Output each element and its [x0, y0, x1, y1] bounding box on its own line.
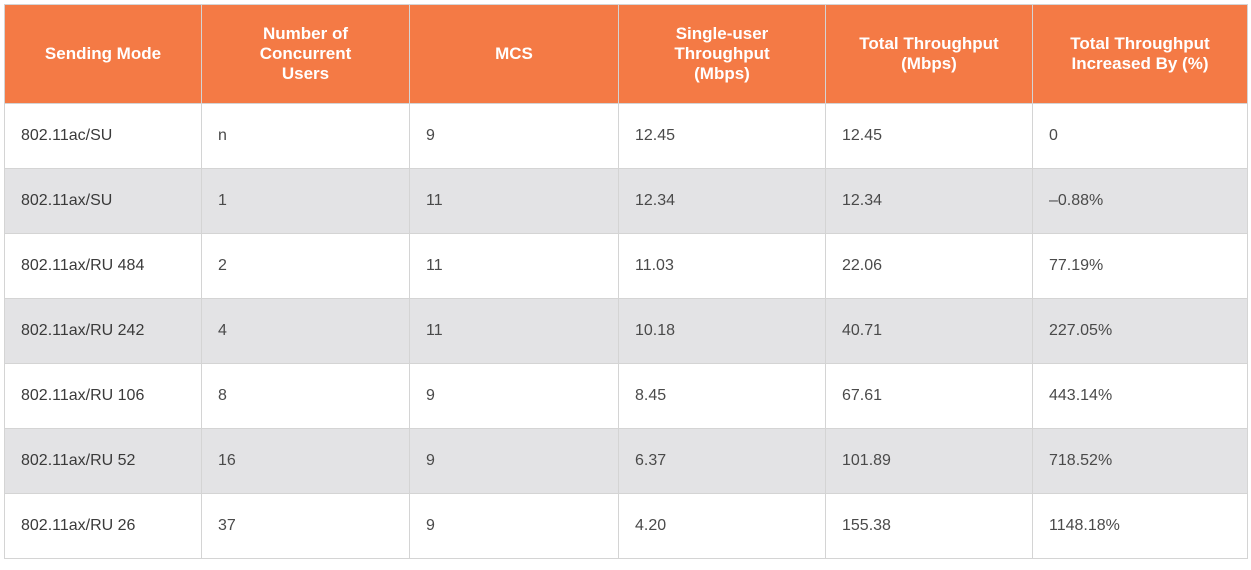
cell-single-user-throughput: 10.18 [618, 298, 826, 364]
cell-single-user-throughput: 6.37 [618, 428, 826, 494]
table-row: 802.11ax/RU 242 4 11 10.18 40.71 227.05% [4, 298, 1248, 364]
cell-concurrent-users: 4 [201, 298, 410, 364]
table-row: 802.11ac/SU n 9 12.45 12.45 0 [4, 103, 1248, 169]
table-header: Sending Mode Number of Concurrent Users … [4, 4, 1248, 104]
cell-total-throughput: 101.89 [825, 428, 1033, 494]
cell-single-user-throughput: 12.34 [618, 168, 826, 234]
cell-single-user-throughput: 4.20 [618, 493, 826, 559]
table-row: 802.11ax/RU 26 37 9 4.20 155.38 1148.18% [4, 493, 1248, 559]
cell-sending-mode: 802.11ax/RU 26 [4, 493, 202, 559]
cell-mcs: 9 [409, 363, 619, 429]
cell-concurrent-users: n [201, 103, 410, 169]
header-sending-mode: Sending Mode [4, 4, 202, 104]
header-single-user-throughput: Single-user Throughput (Mbps) [618, 4, 826, 104]
header-concurrent-users: Number of Concurrent Users [201, 4, 410, 104]
cell-concurrent-users: 16 [201, 428, 410, 494]
cell-concurrent-users: 8 [201, 363, 410, 429]
cell-sending-mode: 802.11ax/RU 106 [4, 363, 202, 429]
cell-single-user-throughput: 8.45 [618, 363, 826, 429]
header-mcs: MCS [409, 4, 619, 104]
header-total-throughput: Total Throughput (Mbps) [825, 4, 1033, 104]
cell-throughput-increase: 0 [1032, 103, 1248, 169]
table-row: 802.11ax/RU 484 2 11 11.03 22.06 77.19% [4, 233, 1248, 299]
cell-total-throughput: 40.71 [825, 298, 1033, 364]
cell-mcs: 11 [409, 168, 619, 234]
cell-sending-mode: 802.11ax/RU 484 [4, 233, 202, 299]
table-body: 802.11ac/SU n 9 12.45 12.45 0 802.11ax/S… [4, 103, 1248, 559]
header-throughput-increase: Total Throughput Increased By (%) [1032, 4, 1248, 104]
cell-throughput-increase: –0.88% [1032, 168, 1248, 234]
cell-single-user-throughput: 12.45 [618, 103, 826, 169]
cell-mcs: 9 [409, 493, 619, 559]
cell-single-user-throughput: 11.03 [618, 233, 826, 299]
header-row: Sending Mode Number of Concurrent Users … [4, 4, 1248, 104]
cell-throughput-increase: 77.19% [1032, 233, 1248, 299]
cell-mcs: 11 [409, 233, 619, 299]
throughput-table-container: Sending Mode Number of Concurrent Users … [4, 4, 1248, 559]
cell-throughput-increase: 718.52% [1032, 428, 1248, 494]
cell-sending-mode: 802.11ax/RU 52 [4, 428, 202, 494]
cell-total-throughput: 67.61 [825, 363, 1033, 429]
cell-throughput-increase: 227.05% [1032, 298, 1248, 364]
cell-throughput-increase: 443.14% [1032, 363, 1248, 429]
cell-total-throughput: 22.06 [825, 233, 1033, 299]
table-row: 802.11ax/RU 52 16 9 6.37 101.89 718.52% [4, 428, 1248, 494]
cell-sending-mode: 802.11ax/RU 242 [4, 298, 202, 364]
cell-total-throughput: 12.45 [825, 103, 1033, 169]
cell-sending-mode: 802.11ax/SU [4, 168, 202, 234]
table-row: 802.11ax/RU 106 8 9 8.45 67.61 443.14% [4, 363, 1248, 429]
cell-concurrent-users: 1 [201, 168, 410, 234]
cell-throughput-increase: 1148.18% [1032, 493, 1248, 559]
cell-concurrent-users: 37 [201, 493, 410, 559]
cell-total-throughput: 12.34 [825, 168, 1033, 234]
cell-mcs: 9 [409, 428, 619, 494]
cell-mcs: 9 [409, 103, 619, 169]
cell-sending-mode: 802.11ac/SU [4, 103, 202, 169]
cell-total-throughput: 155.38 [825, 493, 1033, 559]
cell-concurrent-users: 2 [201, 233, 410, 299]
cell-mcs: 11 [409, 298, 619, 364]
table-row: 802.11ax/SU 1 11 12.34 12.34 –0.88% [4, 168, 1248, 234]
throughput-comparison-table: Sending Mode Number of Concurrent Users … [4, 4, 1248, 559]
